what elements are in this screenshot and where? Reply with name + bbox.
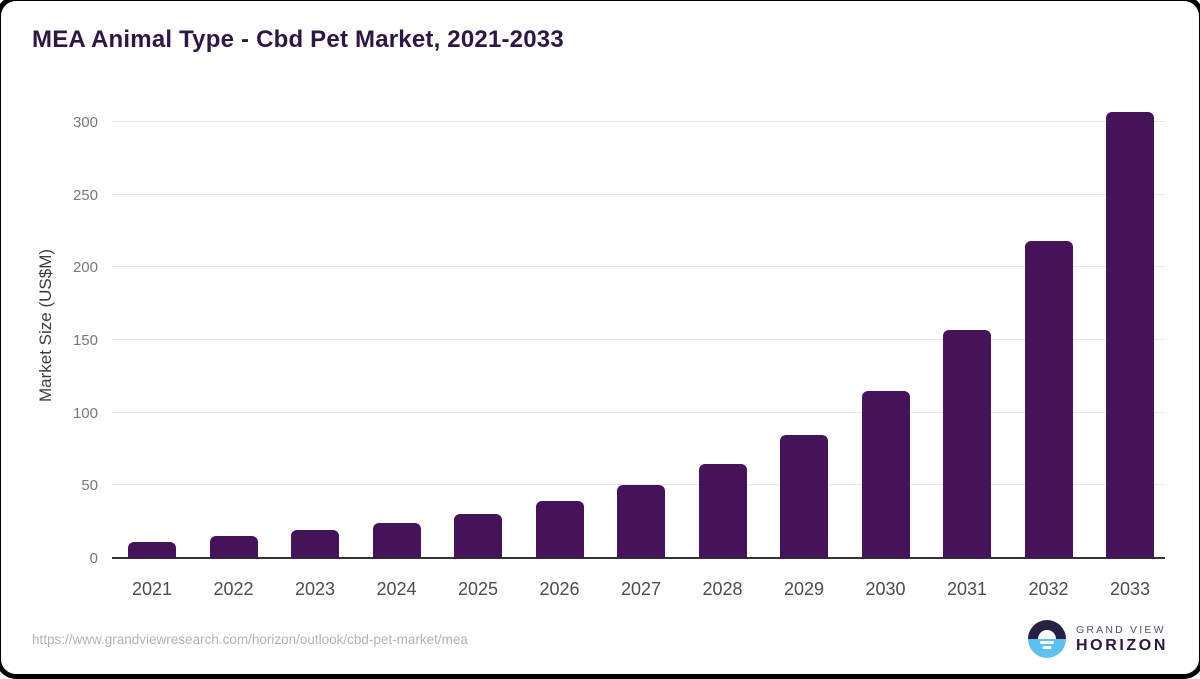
y-tick-label-100: 100	[72, 404, 98, 422]
y-tick-label-250: 250	[72, 186, 98, 204]
bar-2028	[698, 463, 747, 558]
chart-title: MEA Animal Type - Cbd Pet Market, 2021-2…	[32, 26, 564, 53]
x-tick-label-2031: 2031	[946, 579, 988, 599]
brand-logo: GRAND VIEW HORIZON	[1028, 620, 1168, 658]
gridline-300	[112, 121, 1165, 123]
bar-2024	[372, 523, 421, 558]
x-tick-label-2029: 2029	[783, 579, 825, 599]
y-tick-label-50: 50	[81, 477, 98, 495]
x-tick-label-2022: 2022	[213, 579, 254, 599]
logo-text: GRAND VIEW HORIZON	[1076, 624, 1168, 655]
x-tick-label-2033: 2033	[1109, 579, 1151, 599]
logo-reflection-bar	[1042, 646, 1052, 649]
y-tick-label-150: 150	[72, 332, 98, 350]
gridline-250	[112, 193, 1165, 195]
y-axis-title: Market Size (US$M)	[36, 248, 55, 402]
x-tick-label-2030: 2030	[865, 579, 906, 599]
bar-2023	[291, 530, 339, 558]
grand-view-horizon-logo-icon	[1028, 620, 1067, 658]
bar-2031	[943, 329, 991, 558]
x-tick-label-2023: 2023	[294, 579, 336, 599]
x-tick-label-2032: 2032	[1028, 579, 1069, 599]
logo-text-horizon: HORIZON	[1076, 636, 1168, 654]
bar-2025	[454, 514, 502, 558]
gridline-100	[112, 411, 1165, 413]
bar-2029	[780, 434, 828, 558]
bar-2027	[617, 485, 665, 558]
logo-text-grand-view: GRAND VIEW	[1076, 623, 1166, 636]
bar-2032	[1024, 241, 1073, 558]
bar-2026	[535, 501, 584, 558]
x-tick-label-2025: 2025	[457, 579, 499, 599]
x-tick-label-2027: 2027	[620, 579, 662, 599]
y-tick-label-0: 0	[89, 550, 98, 567]
y-tick-label-200: 200	[72, 259, 98, 277]
x-tick-label-2024: 2024	[376, 579, 417, 599]
source-url: https://www.grandviewresearch.com/horizo…	[32, 632, 468, 647]
gridline-150	[112, 339, 1165, 341]
y-tick-label-300: 300	[72, 114, 98, 132]
x-axis-line	[112, 557, 1165, 559]
gridline-50	[112, 484, 1165, 486]
x-tick-label-2026: 2026	[539, 579, 580, 599]
logo-sun-shape	[1038, 630, 1057, 639]
bar-2022	[209, 536, 258, 558]
gridline-200	[112, 266, 1165, 268]
bar-2030	[861, 390, 910, 558]
plot-area: 0 50 100 150 200 250 300 2021 2022 2023 2024 2025 20…	[73, 95, 1165, 599]
x-tick-label-2021: 2021	[131, 579, 173, 599]
bar-2021	[128, 542, 176, 558]
x-tick-label-2028: 2028	[702, 579, 743, 599]
logo-reflection-bar	[1040, 641, 1055, 644]
bar-2033	[1106, 111, 1154, 558]
